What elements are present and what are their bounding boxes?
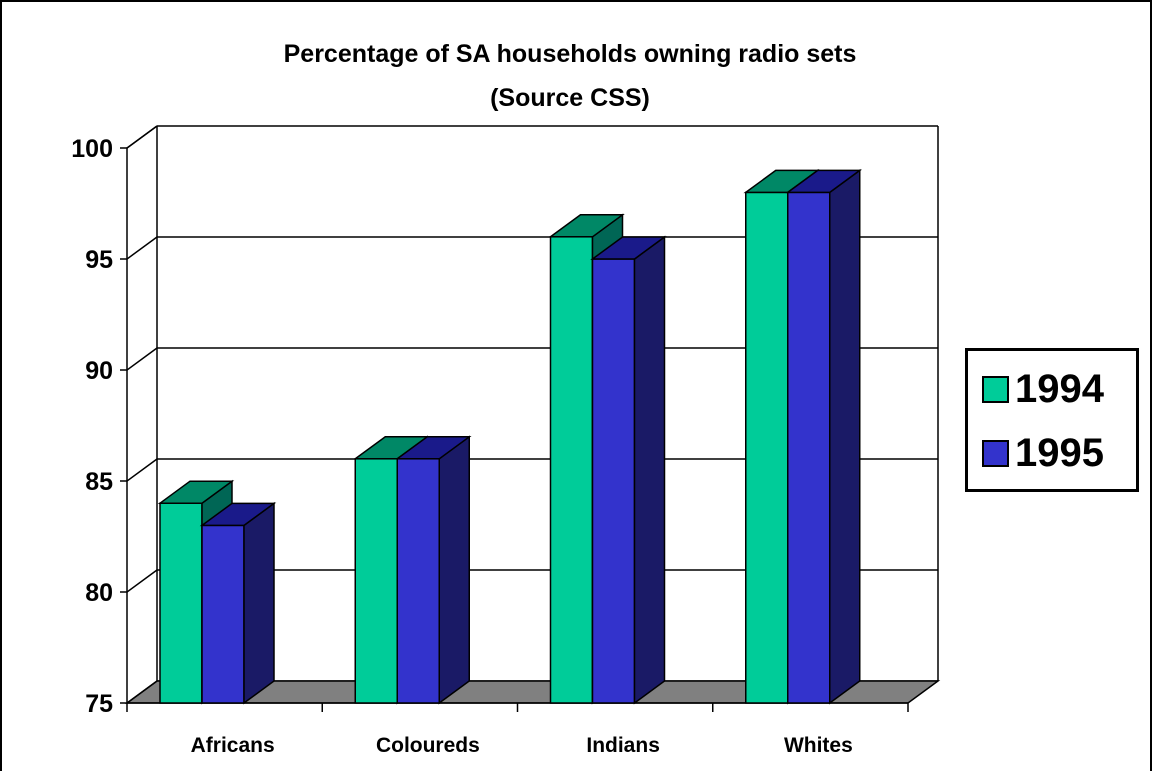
bar-indians-1995	[591, 258, 636, 704]
bar-top-indians-1995	[590, 236, 667, 260]
bar-whites-1994	[745, 191, 789, 704]
y-tick-label: 80	[85, 579, 113, 607]
y-tick-label: 75	[85, 690, 113, 718]
side-gridline	[126, 458, 158, 482]
x-tick-label-africans: Africans	[191, 734, 275, 757]
x-tick-label-coloureds: Coloureds	[376, 734, 480, 757]
side-gridline	[126, 236, 158, 260]
legend: 1994 1995	[965, 348, 1139, 492]
bar-top-coloureds-1995	[394, 436, 472, 460]
bar-top-africans-1995	[199, 502, 277, 527]
x-tick-label-indians: Indians	[586, 734, 660, 757]
bar-africans-1995	[201, 524, 245, 704]
bar-top-indians-1994	[548, 214, 625, 238]
bar-coloureds-1995	[396, 458, 440, 704]
legend-label-1995: 1995	[1015, 431, 1104, 475]
y-tick-label: 90	[85, 357, 113, 385]
bar-side-africans-1995	[243, 501, 275, 705]
bar-africans-1994	[159, 502, 203, 704]
bar-side-indians-1995	[633, 235, 666, 705]
x-tick-label-whites: Whites	[784, 734, 853, 757]
side-gridline	[126, 569, 158, 593]
legend-item-1994: 1994	[982, 367, 1104, 411]
y-tick-label: 100	[71, 135, 113, 163]
side-gridline	[126, 125, 158, 149]
side-gridline	[126, 347, 158, 371]
bar-coloureds-1994	[354, 458, 398, 704]
y-tick-label: 95	[85, 246, 113, 274]
legend-swatch-1995	[982, 439, 1009, 467]
chart-subtitle: (Source CSS)	[490, 84, 650, 112]
legend-item-1995: 1995	[982, 431, 1104, 475]
bar-top-africans-1994	[157, 480, 235, 504]
bar-indians-1994	[549, 236, 594, 704]
bar-side-coloureds-1995	[438, 435, 470, 705]
legend-label-1994: 1994	[1015, 367, 1104, 411]
side-gridline	[126, 680, 158, 704]
bar-whites-1995	[787, 191, 831, 704]
legend-swatch-1994	[982, 375, 1009, 403]
bar-top-whites-1995	[785, 169, 863, 194]
y-tick-label: 85	[85, 468, 113, 496]
chart-title: Percentage of SA households owning radio…	[283, 40, 857, 68]
bar-side-whites-1995	[829, 168, 861, 705]
